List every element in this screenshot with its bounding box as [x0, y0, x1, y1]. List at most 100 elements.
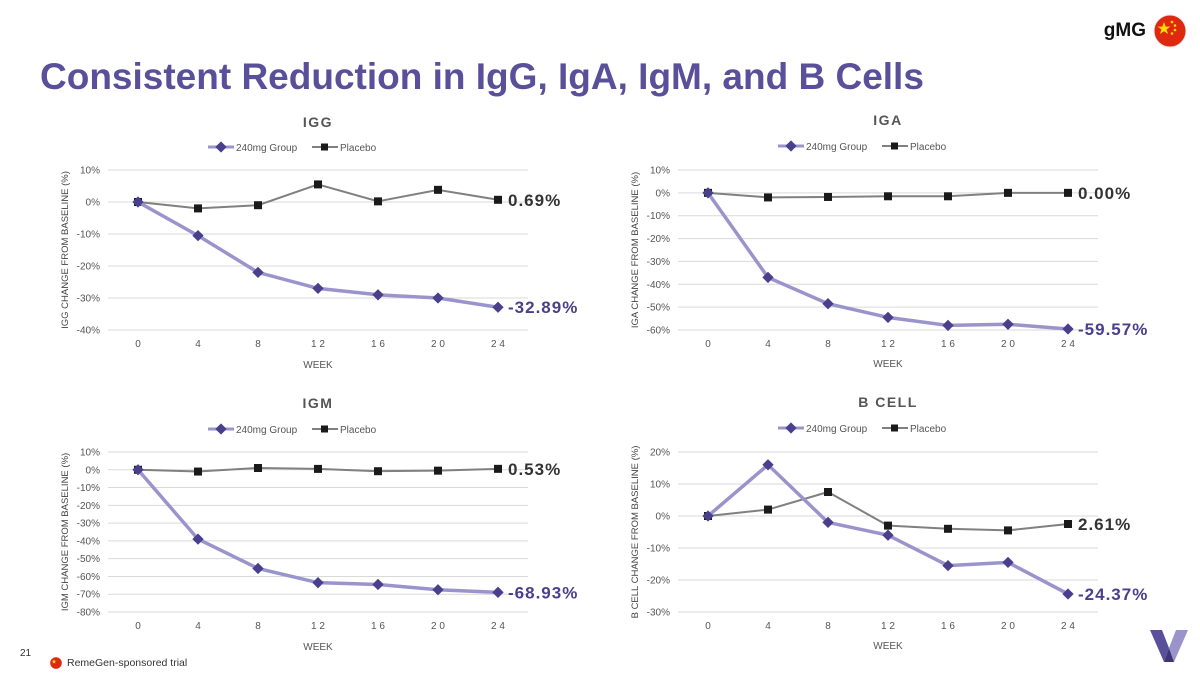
placebo-data-point [254, 201, 262, 210]
x-tick-label: 0 [135, 339, 141, 350]
china-flag-icon [50, 657, 62, 669]
y-tick-label: -10% [647, 211, 670, 222]
y-tick-label: 0% [656, 512, 671, 523]
placebo-data-point [764, 505, 772, 514]
treatment-data-point [192, 229, 204, 242]
x-tick-label: 2 4 [1061, 339, 1075, 350]
x-tick-label: 4 [195, 621, 201, 632]
y-tick-label: 10% [650, 166, 670, 177]
x-axis-label: WEEK [303, 642, 333, 653]
y-tick-label: -10% [77, 230, 100, 241]
x-tick-label: 1 6 [941, 621, 955, 632]
footnote-text: RemeGen-sponsored trial [67, 657, 188, 669]
page-title: Consistent Reduction in IgG, IgA, IgM, a… [40, 56, 924, 97]
placebo-data-point [494, 464, 502, 473]
treatment-data-point [432, 292, 444, 304]
treatment-data-point [372, 578, 384, 591]
placebo-data-point [884, 521, 892, 530]
x-tick-label: 1 6 [371, 339, 385, 350]
x-tick-label: 1 2 [311, 339, 325, 350]
placebo-data-point [704, 512, 712, 520]
x-tick-label: 0 [705, 621, 711, 632]
y-tick-label: 0% [656, 188, 671, 199]
x-tick-label: 1 2 [881, 339, 895, 350]
placebo-data-point [134, 198, 142, 206]
placebo-data-point [764, 193, 772, 202]
legend-placebo-marker [321, 143, 328, 151]
placebo-end-value: 0.69% [508, 191, 561, 210]
treatment-data-point [1062, 323, 1074, 335]
x-tick-label: 0 [135, 621, 141, 632]
placebo-data-point [254, 464, 262, 472]
treatment-series-line [706, 462, 1069, 596]
x-axis-label: WEEK [303, 360, 333, 371]
chart-igg: IGG 240mg Group Placebo 10% 0% -10% -20% -30% -4… [60, 114, 577, 371]
y-tick-label: -80% [77, 608, 100, 619]
legend-placebo-marker [891, 424, 898, 432]
treatment-data-point [1062, 588, 1074, 600]
treatment-end-value: -24.37% [1078, 585, 1148, 604]
y-tick-label: -20% [647, 576, 670, 587]
legend-treatment-label: 240mg Group [806, 142, 868, 153]
legend-treatment-marker [785, 422, 797, 434]
placebo-data-point [1004, 188, 1012, 197]
treatment-data-point [762, 271, 774, 284]
placebo-end-value: 0.00% [1078, 184, 1131, 203]
legend-placebo-marker [321, 425, 328, 433]
brand-label: gMG [1103, 20, 1146, 41]
y-tick-label: -20% [77, 501, 100, 512]
treatment-data-point [372, 289, 384, 301]
x-tick-label: 2 0 [1001, 339, 1015, 350]
x-tick-label: 2 4 [1061, 621, 1075, 632]
chart-title: B CELL [858, 394, 918, 410]
x-tick-label: 1 2 [311, 621, 325, 632]
footnote: RemeGen-sponsored trial [50, 657, 187, 669]
y-tick-label: -20% [77, 262, 100, 273]
company-logo-icon [1150, 630, 1188, 662]
treatment-data-point [942, 559, 954, 572]
legend-placebo-label: Placebo [910, 424, 947, 435]
placebo-end-value: 2.61% [1078, 515, 1131, 534]
treatment-data-point [822, 516, 834, 529]
treatment-data-point [762, 459, 774, 471]
placebo-data-point [944, 524, 952, 533]
treatment-data-point [822, 298, 834, 310]
legend-placebo-label: Placebo [340, 425, 377, 436]
x-tick-label: 8 [825, 339, 831, 350]
x-tick-label: 1 2 [881, 621, 895, 632]
y-tick-label: -30% [77, 294, 100, 305]
legend-treatment-marker [215, 141, 227, 153]
treatment-data-point [132, 196, 144, 208]
treatment-series-line [706, 191, 1069, 331]
treatment-series-line [137, 200, 499, 309]
y-tick-label: 0% [86, 198, 101, 209]
placebo-data-point [134, 465, 142, 474]
page-number: 21 [20, 648, 32, 659]
y-tick-label: -30% [647, 257, 670, 268]
y-tick-label: -70% [77, 590, 100, 601]
x-tick-label: 2 4 [491, 339, 505, 350]
chart-igm: IGM 240mg Group Placebo 10% 0% -10% -20% -30% -4… [60, 395, 577, 653]
y-tick-label: -40% [77, 326, 100, 337]
y-axis-label: IGA CHANGE FROM BASELINE (%) [630, 172, 641, 328]
treatment-data-point [702, 187, 714, 199]
y-tick-label: 10% [80, 166, 100, 177]
treatment-end-value: -59.57% [1078, 320, 1148, 339]
x-tick-label: 2 4 [491, 621, 505, 632]
x-axis-label: WEEK [873, 359, 903, 370]
y-tick-label: -40% [647, 280, 670, 291]
placebo-data-point [824, 488, 832, 496]
chart-b-cell: B CELL 240mg Group Placebo 20% 10% 0% -10% -20%… [630, 394, 1148, 652]
china-flag-icon [1153, 14, 1187, 48]
placebo-data-point [374, 197, 382, 206]
x-tick-label: 4 [765, 339, 771, 350]
y-axis-label: IGG CHANGE FROM BASELINE (%) [60, 171, 71, 329]
placebo-data-point [314, 180, 322, 189]
chart-title: IGM [303, 395, 334, 411]
x-tick-label: 8 [825, 621, 831, 632]
y-tick-label: 10% [80, 448, 100, 459]
chart-title: IGA [873, 112, 902, 128]
y-tick-label: -30% [647, 608, 670, 619]
treatment-data-point [252, 266, 264, 279]
